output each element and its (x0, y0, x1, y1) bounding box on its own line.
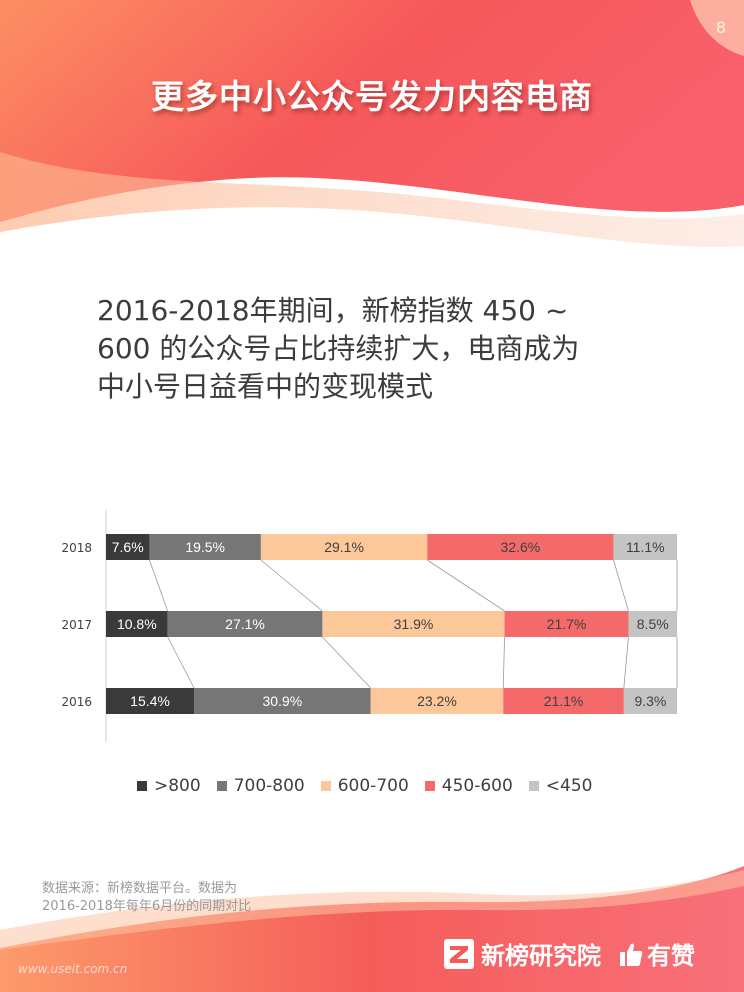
legend-swatch (320, 781, 331, 791)
series-connector-line (623, 636, 629, 689)
bar-segment (194, 688, 371, 714)
legend-item: >800 (137, 776, 201, 796)
legend-item: 600-700 (320, 776, 409, 796)
source-line: 2016-2018年每年6月份的同期对比 (42, 899, 252, 914)
data-label: 10.8% (117, 616, 157, 632)
bar-segment (106, 688, 195, 714)
category-label: 2016 (61, 695, 92, 709)
data-label: 31.9% (394, 616, 434, 632)
thumbs-up-icon (620, 943, 643, 966)
legend-label: 600-700 (337, 776, 409, 796)
bar-segment (504, 611, 629, 637)
series-connector-line (167, 636, 195, 689)
brand-secondary: 有赞 (619, 936, 695, 971)
brand-secondary-name: 有赞 (647, 942, 695, 970)
data-label: 21.1% (544, 693, 584, 709)
legend-item: <450 (528, 776, 593, 796)
series-connector-line (260, 559, 323, 612)
bar-segment (623, 688, 677, 714)
legend-swatch (216, 781, 227, 791)
category-label: 2017 (61, 618, 92, 632)
legend-swatch (528, 781, 539, 791)
data-label: 9.3% (634, 693, 666, 709)
chart-legend: >800 700-800 600-700 450-600 <450 (137, 776, 609, 796)
data-label: 23.2% (417, 693, 457, 709)
data-label: 30.9% (262, 693, 302, 709)
subtitle-line: 600 的公众号占比持续扩大，电商成为 (97, 332, 580, 365)
bar-segment (149, 534, 261, 560)
source-line: 数据来源：新榜数据平台。数据为 (42, 881, 238, 896)
legend-label: <450 (545, 776, 593, 796)
category-label: 2018 (61, 541, 92, 555)
data-source-note: 数据来源：新榜数据平台。数据为 2016-2018年每年6月份的同期对比 (42, 880, 251, 916)
data-label: 21.7% (547, 616, 587, 632)
bar-segment (427, 534, 614, 560)
legend-item: 450-600 (424, 776, 513, 796)
bar-segment (613, 534, 677, 560)
data-label: 15.4% (130, 693, 170, 709)
bar-segment (628, 611, 677, 637)
series-connector-line (502, 636, 505, 689)
legend-swatch (137, 781, 147, 791)
data-label: 11.1% (626, 539, 665, 555)
data-label: 7.6% (112, 539, 144, 555)
data-label: 32.6% (501, 539, 541, 555)
bar-segment (322, 611, 505, 637)
bar-segment (260, 534, 428, 560)
series-connector-line (427, 559, 505, 612)
newrank-logo-icon (444, 938, 474, 969)
legend-label: 700-800 (233, 776, 305, 796)
legend-label: >800 (154, 776, 201, 796)
legend-label: 450-600 (441, 776, 513, 796)
series-connector-line (149, 559, 169, 612)
legend-swatch (424, 781, 435, 791)
bar-segment (167, 611, 323, 637)
data-label: 27.1% (225, 616, 265, 632)
page-subtitle: 2016-2018年期间，新榜指数 450 ~ 600 的公众号占比持续扩大，电… (97, 292, 637, 406)
subtitle-line: 中小号日益看中的变现模式 (97, 370, 434, 403)
subtitle-line: 2016-2018年期间，新榜指数 450 ~ (97, 294, 569, 327)
series-connector-line (613, 559, 629, 612)
legend-item: 700-800 (216, 776, 305, 796)
brand-footer: 新榜研究院 有赞 (443, 936, 695, 971)
bar-segment (370, 688, 504, 714)
data-label: 8.5% (637, 616, 669, 632)
page-title: 更多中小公众号发力内容电商 (151, 77, 593, 116)
page-number: 8 (715, 18, 726, 37)
series-connector-line (322, 636, 371, 689)
bar-segment (106, 534, 150, 560)
data-label: 19.5% (185, 539, 225, 555)
data-label: 29.1% (324, 539, 364, 555)
watermark-text: www.useit.com.cn (18, 962, 128, 976)
bar-segment (503, 688, 624, 714)
bar-segment (106, 611, 168, 637)
brand-primary-name: 新榜研究院 (481, 942, 601, 970)
